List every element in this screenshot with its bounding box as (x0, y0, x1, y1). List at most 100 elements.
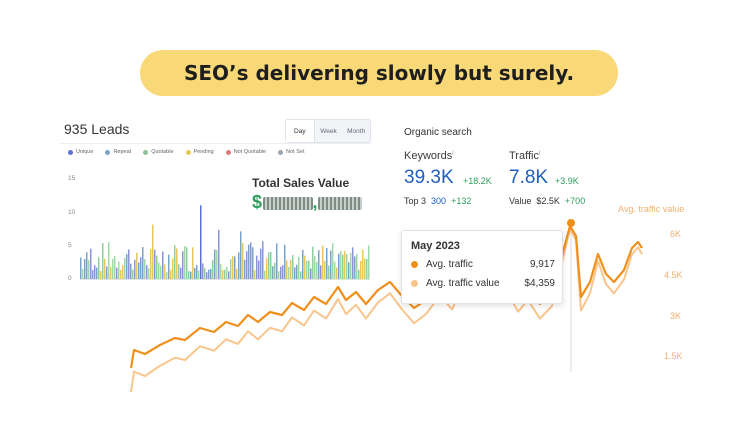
leads-bar (214, 249, 216, 279)
chart-tooltip: May 2023 Avg. traffic 9,917 Avg. traffic… (401, 230, 563, 304)
leads-bar (280, 266, 282, 279)
tooltip-row-value: 9,917 (529, 259, 555, 270)
leads-bar (148, 268, 150, 279)
leads-bar (230, 259, 232, 279)
range-toggle: Day Week Month (285, 119, 371, 143)
legend-diamond-icon (185, 149, 191, 155)
leads-bar (128, 249, 130, 279)
value-row: Value $2.5K +700 (509, 196, 585, 206)
leads-bar (94, 265, 96, 279)
headline-banner: SEO’s delivering slowly but surely. (140, 50, 618, 96)
leads-bar (266, 258, 268, 279)
leads-bar (130, 263, 132, 279)
right-axis-title: Avg. traffic value (618, 204, 685, 214)
leads-bar (158, 262, 160, 279)
info-icon[interactable]: i (538, 150, 541, 157)
leads-bar (190, 271, 192, 279)
hover-point[interactable] (567, 219, 575, 227)
range-week-button[interactable]: Week (320, 127, 337, 135)
legend-item-not-set[interactable]: Not Set (278, 149, 304, 155)
organic-search-title: Organic search (404, 127, 472, 138)
leads-bar (162, 251, 164, 279)
leads-bar (360, 260, 362, 279)
leads-bar (334, 261, 336, 279)
range-day-button[interactable]: Day (286, 120, 315, 142)
leads-bar (364, 258, 366, 279)
leads-bar (318, 250, 320, 279)
value-delta: +700 (564, 196, 586, 206)
leads-panel: 935 Leads Day Week Month Unique Repeat Q… (60, 115, 372, 285)
right-axis-tick: 3K (670, 311, 682, 321)
leads-bar (118, 261, 120, 279)
leads-bar (236, 268, 238, 279)
leads-bar (254, 270, 256, 279)
range-month-button[interactable]: Month (347, 127, 366, 135)
legend-item-not-quotable[interactable]: Not Quotable (225, 149, 266, 155)
leads-bar (356, 253, 358, 279)
leads-bar (88, 259, 90, 279)
leads-bar (106, 266, 108, 279)
leads-bar (310, 268, 312, 279)
leads-bar (268, 252, 270, 279)
keywords-delta: +18.2K (463, 176, 492, 186)
legend-diamond-icon (225, 149, 231, 155)
leads-bar (340, 250, 342, 279)
leads-bar (256, 255, 258, 279)
leads-bar (122, 265, 124, 279)
leads-bar (200, 205, 202, 279)
leads-bar (326, 248, 328, 279)
right-axis-tick: 4.5K (664, 270, 683, 280)
leads-bar (124, 258, 126, 279)
leads-bar (110, 267, 112, 279)
leads-bar (324, 260, 326, 279)
leads-bar (160, 265, 162, 279)
sales-separator: , (312, 192, 319, 212)
leads-bar (362, 249, 364, 279)
right-axis-tick: 6K (670, 229, 682, 239)
leads-bar (286, 260, 288, 279)
top3-value: 300 (431, 196, 447, 206)
leads-bar (232, 256, 234, 279)
leads-bar (188, 271, 190, 279)
legend-label: Repeat (113, 149, 132, 155)
leads-bar (298, 256, 300, 279)
leads-title: 935 Leads (64, 121, 130, 137)
leads-bar (278, 271, 280, 279)
info-icon[interactable]: i (452, 150, 454, 157)
leads-bar (344, 250, 346, 279)
leads-bar (304, 255, 306, 279)
leads-bar (330, 250, 332, 279)
top3-delta: +132 (451, 196, 472, 206)
leads-bar (152, 224, 154, 279)
leads-bar (194, 267, 196, 279)
series-dot-icon (411, 261, 418, 268)
leads-bar (264, 270, 266, 279)
leads-bar (272, 266, 274, 279)
leads-bar (114, 255, 116, 279)
y-tick-label: 15 (68, 175, 76, 182)
legend-item-unique[interactable]: Unique (68, 149, 93, 155)
leads-bar (208, 269, 210, 279)
traffic-value-line (130, 227, 643, 393)
leads-bar (262, 241, 264, 279)
legend-item-quotable[interactable]: Quotable (143, 149, 174, 155)
leads-bar (244, 259, 246, 279)
leads-bar (154, 249, 156, 279)
redacted-value (262, 196, 313, 210)
keywords-value: 39.3K (404, 167, 454, 188)
leads-bar (348, 262, 350, 279)
leads-bar (108, 242, 110, 279)
legend-item-pending[interactable]: Pending (185, 149, 214, 155)
series-dot-icon (411, 280, 418, 287)
leads-bar (178, 264, 180, 279)
leads-bar (98, 257, 100, 279)
leads-bar (182, 251, 184, 279)
leads-bar (282, 265, 284, 279)
legend-label: Pending (193, 149, 214, 155)
leads-bar (258, 260, 260, 279)
traffic-label: Traffici (509, 150, 540, 162)
leads-bar (316, 261, 318, 279)
legend-item-repeat[interactable]: Repeat (105, 149, 131, 155)
leads-bar (222, 269, 224, 279)
leads-bar (260, 248, 262, 279)
